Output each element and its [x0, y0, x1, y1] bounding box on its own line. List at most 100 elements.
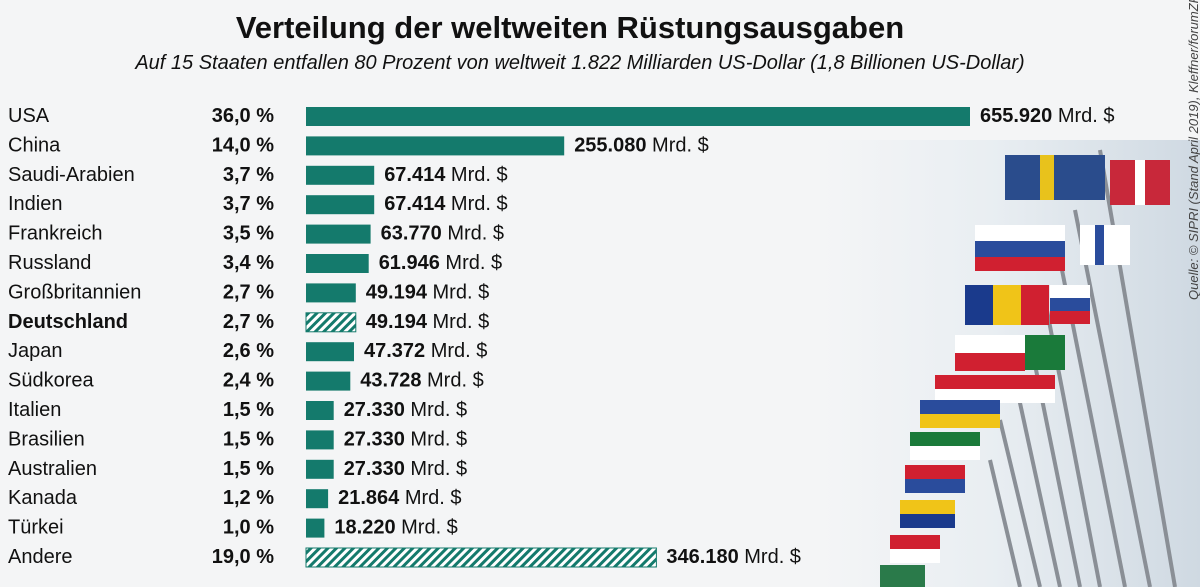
country-label: Russland [8, 252, 91, 274]
bar [306, 224, 371, 244]
percent-label: 3,4 % [223, 252, 274, 274]
value-number: 18.220 [334, 517, 395, 539]
bar [306, 430, 334, 450]
chart-subtitle: Auf 15 Staaten entfallen 80 Prozent von … [135, 52, 1025, 74]
country-label: Andere [8, 546, 73, 568]
value-label: 63.770 Mrd. $ [381, 223, 504, 245]
bar [305, 547, 657, 568]
value-unit: Mrd. $ [646, 134, 708, 156]
percent-label: 2,6 % [223, 340, 274, 362]
value-number: 27.330 [344, 458, 405, 480]
value-number: 47.372 [364, 340, 425, 362]
bar [306, 489, 329, 509]
percent-label: 3,7 % [223, 193, 274, 215]
value-number: 67.414 [384, 164, 446, 186]
value-number: 27.330 [344, 399, 405, 421]
value-label: 67.414 Mrd. $ [384, 164, 507, 186]
country-label: Frankreich [8, 223, 102, 245]
bar [306, 283, 356, 303]
bar [306, 165, 375, 185]
value-number: 67.414 [384, 193, 446, 215]
value-label: 43.728 Mrd. $ [360, 370, 483, 392]
percent-label: 2,7 % [223, 311, 274, 333]
percent-label: 36,0 % [212, 105, 274, 127]
bar [306, 371, 351, 391]
percent-label: 14,0 % [212, 134, 274, 156]
chart-title: Verteilung der weltweiten Rüstungsausgab… [235, 10, 905, 45]
country-label: Türkei [8, 517, 64, 539]
value-label: 255.080 Mrd. $ [574, 134, 709, 156]
value-label: 21.864 Mrd. $ [338, 487, 461, 509]
value-number: 346.180 [666, 546, 738, 568]
bar [306, 459, 334, 479]
percent-label: 1,5 % [223, 428, 274, 450]
value-number: 27.330 [344, 428, 405, 450]
percent-label: 19,0 % [212, 546, 274, 568]
value-label: 655.920 Mrd. $ [980, 105, 1115, 127]
percent-label: 1,0 % [223, 517, 274, 539]
bar [306, 195, 375, 215]
value-unit: Mrd. $ [399, 487, 461, 509]
value-label: 47.372 Mrd. $ [364, 340, 487, 362]
percent-label: 3,5 % [223, 223, 274, 245]
country-label: Brasilien [8, 428, 85, 450]
bar [306, 401, 334, 420]
value-label: 18.220 Mrd. $ [334, 517, 457, 539]
value-number: 43.728 [360, 370, 421, 392]
percent-label: 1,2 % [223, 487, 274, 509]
value-unit: Mrd. $ [405, 399, 467, 421]
value-unit: Mrd. $ [427, 311, 489, 333]
value-label: 61.946 Mrd. $ [379, 252, 502, 274]
value-number: 49.194 [366, 311, 428, 333]
bar [306, 342, 354, 362]
value-number: 61.946 [379, 252, 440, 274]
value-label: 49.194 Mrd. $ [366, 311, 489, 333]
country-label: China [8, 134, 61, 156]
value-unit: Mrd. $ [445, 193, 507, 215]
value-unit: Mrd. $ [421, 370, 483, 392]
percent-label: 2,7 % [223, 281, 274, 303]
value-unit: Mrd. $ [405, 428, 467, 450]
value-unit: Mrd. $ [440, 252, 502, 274]
value-unit: Mrd. $ [396, 517, 458, 539]
country-label: Japan [8, 340, 63, 362]
value-unit: Mrd. $ [425, 340, 487, 362]
value-unit: Mrd. $ [427, 281, 489, 303]
bar [306, 136, 565, 156]
value-label: 67.414 Mrd. $ [384, 193, 507, 215]
country-label: Großbritannien [8, 281, 141, 303]
value-number: 655.920 [980, 105, 1052, 127]
country-label: Australien [8, 458, 97, 480]
percent-label: 1,5 % [223, 458, 274, 480]
country-label: Südkorea [8, 370, 94, 392]
percent-label: 1,5 % [223, 399, 274, 421]
country-label: Kanada [8, 487, 78, 509]
value-number: 21.864 [338, 487, 400, 509]
country-label: Saudi-Arabien [8, 164, 135, 186]
percent-label: 3,7 % [223, 164, 274, 186]
value-label: 49.194 Mrd. $ [366, 281, 489, 303]
value-label: 27.330 Mrd. $ [344, 399, 467, 421]
value-label: 346.180 Mrd. $ [666, 546, 801, 568]
value-number: 49.194 [366, 281, 428, 303]
country-label: Italien [8, 399, 61, 421]
country-label: USA [8, 105, 50, 127]
value-label: 27.330 Mrd. $ [344, 428, 467, 450]
country-label: Indien [8, 193, 63, 215]
value-unit: Mrd. $ [739, 546, 801, 568]
value-unit: Mrd. $ [445, 164, 507, 186]
value-unit: Mrd. $ [442, 223, 504, 245]
flags [880, 155, 1170, 587]
value-label: 27.330 Mrd. $ [344, 458, 467, 480]
value-unit: Mrd. $ [405, 458, 467, 480]
bar [306, 254, 369, 273]
country-label: Deutschland [8, 311, 128, 333]
bar [306, 107, 970, 126]
value-number: 255.080 [574, 134, 646, 156]
value-unit: Mrd. $ [1052, 105, 1114, 127]
bar [306, 518, 325, 538]
value-number: 63.770 [381, 223, 442, 245]
bar [305, 312, 357, 333]
